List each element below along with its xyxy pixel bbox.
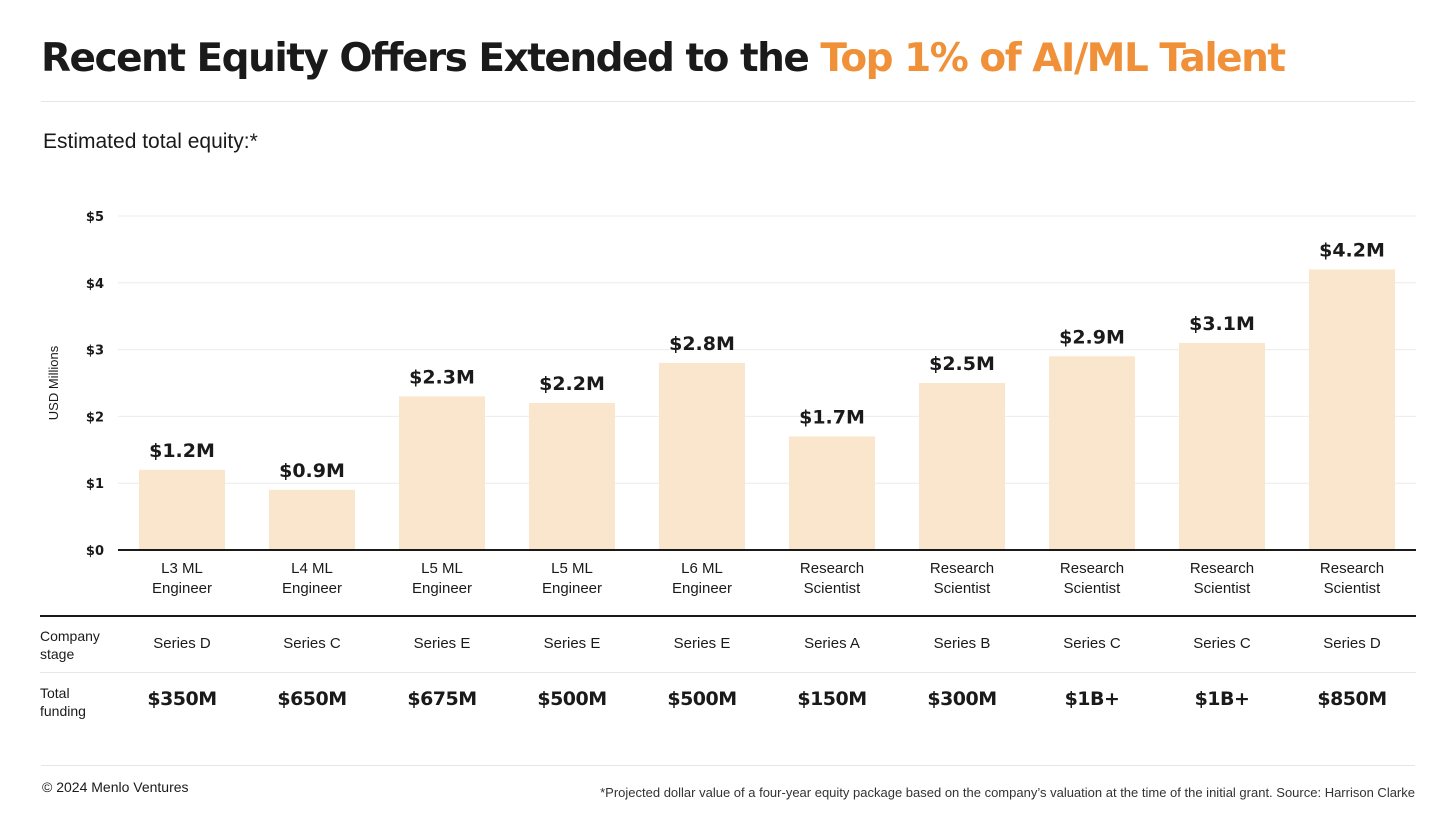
total-funding-cell: $850M [1317, 688, 1387, 710]
data-label: $2.5M [929, 353, 995, 375]
category-label: L3 ML [161, 560, 203, 577]
company-stage-cell: Series A [804, 635, 860, 652]
category-label: Research [800, 560, 864, 577]
total-funding-cell: $1B+ [1064, 688, 1120, 710]
funding-row-label: Total funding [40, 684, 86, 720]
total-funding-cell: $650M [277, 688, 347, 710]
category-label: Engineer [542, 580, 602, 597]
total-funding-cell: $350M [147, 688, 217, 710]
total-funding-cell: $1B+ [1194, 688, 1250, 710]
total-funding-cell: $500M [667, 688, 737, 710]
category-label: Engineer [282, 580, 342, 597]
bar [529, 403, 615, 550]
stage-row-label-line2: stage [40, 646, 75, 662]
title-main: Recent Equity Offers Extended to the [41, 36, 821, 81]
data-label: $2.8M [669, 333, 735, 355]
y-tick-label: $3 [86, 344, 104, 359]
company-stage-cell: Series C [1063, 635, 1121, 652]
data-label: $1.2M [149, 440, 215, 462]
company-stage-cell: Series D [153, 635, 211, 652]
company-stage-cell: Series D [1323, 635, 1381, 652]
category-label: L5 ML [551, 560, 593, 577]
bar [659, 362, 745, 550]
footnote: *Projected dollar value of a four-year e… [600, 785, 1415, 800]
company-stage-cell: Series E [673, 635, 731, 652]
category-label: Research [1190, 560, 1254, 577]
total-funding-cell: $150M [797, 688, 867, 710]
category-label: Research [1320, 560, 1384, 577]
labels: $0 $1 $2 $3 $4 $5 $1.2M L3 ML Engineer $0.9M L4 ML… [86, 210, 1416, 597]
total-funding-cell: $500M [537, 688, 607, 710]
data-label: $4.2M [1319, 239, 1385, 261]
category-label: L6 ML [681, 560, 723, 577]
y-axis-label: USD Millions [46, 345, 61, 420]
footer-divider [41, 765, 1415, 766]
funding-row-label-line2: funding [40, 703, 86, 719]
bar [399, 396, 485, 550]
stage-row-label: Company stage [40, 627, 100, 663]
bar [789, 436, 875, 550]
data-label: $2.9M [1059, 326, 1125, 348]
data-label: $3.1M [1189, 313, 1255, 335]
total-funding-cell: $675M [407, 688, 477, 710]
company-stage-cell: Series C [283, 635, 341, 652]
company-stage-cell: Series E [543, 635, 601, 652]
total-funding-cell: $300M [927, 688, 997, 710]
company-stage-cell: Series B [933, 635, 991, 652]
data-label: $0.9M [279, 460, 345, 482]
company-stage-cell: Series C [1193, 635, 1251, 652]
page-title: Recent Equity Offers Extended to the Top… [41, 36, 1286, 81]
bar [139, 469, 225, 550]
category-label: L5 ML [421, 560, 463, 577]
category-label: Engineer [152, 580, 212, 597]
bar [269, 489, 355, 550]
bar [1179, 342, 1265, 550]
data-label: $2.3M [409, 366, 475, 388]
category-label: Engineer [672, 580, 732, 597]
data-label: $2.2M [539, 373, 605, 395]
title-accent: Top 1% of AI/ML Talent [820, 36, 1286, 81]
y-tick-label: $5 [86, 210, 104, 225]
title-divider [41, 101, 1415, 102]
y-tick-label: $2 [86, 410, 104, 425]
bar [919, 383, 1005, 550]
category-label: Scientist [934, 580, 992, 597]
y-tick-label: $1 [86, 477, 104, 492]
table-top-rule [40, 615, 1416, 617]
data-label: $1.7M [799, 406, 865, 428]
stage-row-label-line1: Company [40, 628, 100, 644]
table-row-divider [40, 672, 1416, 673]
bar [1309, 269, 1395, 550]
category-label: Engineer [412, 580, 472, 597]
bar [1049, 356, 1135, 550]
funding-row-label-line1: Total [40, 685, 70, 701]
copyright: © 2024 Menlo Ventures [42, 779, 189, 795]
bars [139, 269, 1395, 550]
category-label: Scientist [1194, 580, 1252, 597]
category-label: L4 ML [291, 560, 333, 577]
y-tick-label: $0 [86, 544, 104, 559]
category-label: Scientist [1324, 580, 1382, 597]
category-label: Scientist [1064, 580, 1122, 597]
category-label: Research [930, 560, 994, 577]
company-stage-cell: Series E [413, 635, 471, 652]
y-tick-label: $4 [86, 277, 104, 292]
category-label: Scientist [804, 580, 862, 597]
category-label: Research [1060, 560, 1124, 577]
chart-subtitle: Estimated total equity:* [43, 130, 258, 153]
